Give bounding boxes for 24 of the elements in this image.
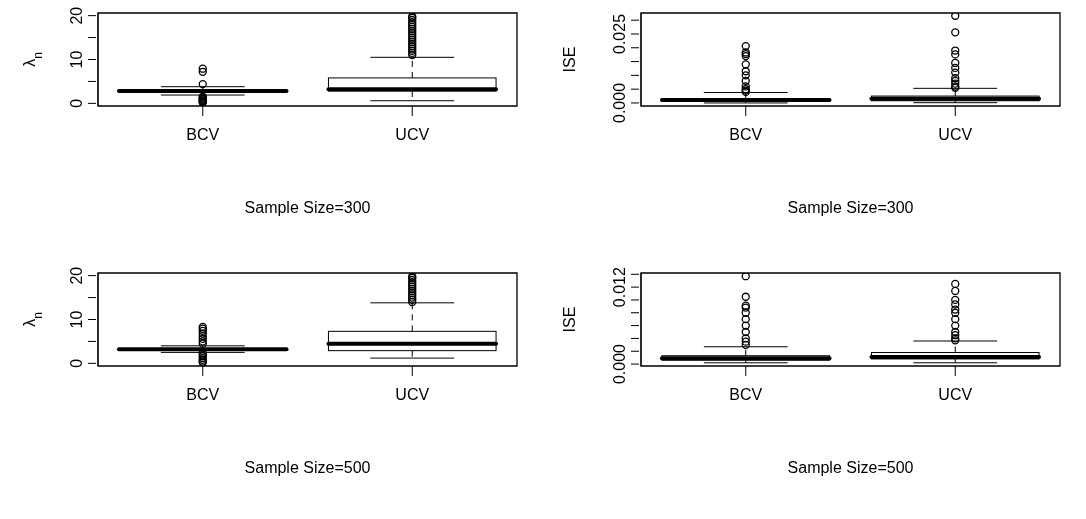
x-tick-label: BCV: [729, 386, 763, 403]
x-axis-title: Sample Size=300: [787, 199, 914, 216]
y-tick-label: 20: [68, 266, 85, 285]
x-tick-label: UCV: [938, 386, 973, 403]
x-tick-label: BCV: [186, 126, 220, 143]
y-tick-label: 0: [68, 358, 85, 368]
x-axis-title: Sample Size=300: [244, 199, 371, 216]
y-axis-title: ISE: [561, 306, 578, 333]
x-tick-label: UCV: [938, 126, 973, 143]
y-tick-label: 0.012: [611, 266, 628, 308]
x-tick-label: UCV: [395, 126, 430, 143]
x-tick-label: BCV: [186, 386, 220, 403]
x-tick-label: BCV: [729, 126, 763, 143]
x-axis-title: Sample Size=500: [244, 459, 371, 476]
y-tick-label: 10: [68, 310, 85, 329]
x-axis-title: Sample Size=500: [787, 459, 914, 476]
y-tick-label: 0.025: [611, 13, 628, 54]
y-axis-title: ISE: [561, 46, 578, 73]
y-tick-label: 0.000: [611, 343, 628, 385]
y-tick-label: 0: [68, 98, 85, 108]
y-tick-label: 20: [68, 6, 85, 25]
x-tick-label: UCV: [395, 386, 430, 403]
y-tick-label: 10: [68, 50, 85, 69]
y-tick-label: 0.000: [611, 82, 628, 123]
